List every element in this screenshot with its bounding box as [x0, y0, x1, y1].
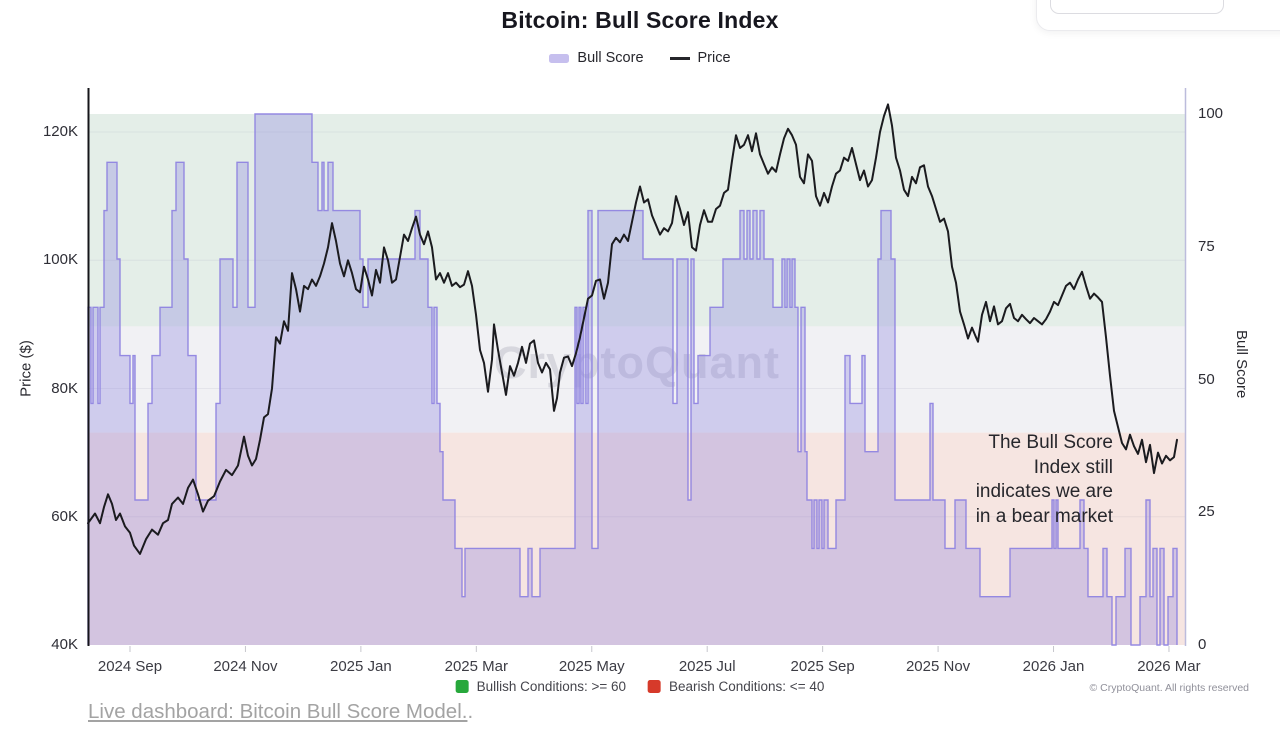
x-axis-tick-2025-Jul: 2025 Jul — [678, 658, 736, 675]
x-axis-tick-2024-Nov: 2024 Nov — [213, 658, 278, 675]
copyright-text: © CryptoQuant. All rights reserved — [1089, 682, 1249, 694]
bullish-square-icon — [455, 680, 469, 693]
bearish-square-icon — [647, 680, 661, 693]
annotation-text: The Bull Score Index still indicates we … — [975, 432, 1113, 527]
right-axis-title: Bull Score — [1233, 330, 1250, 399]
price-line — [87, 103, 1178, 555]
score-axis-tick-25: 25 — [1198, 503, 1215, 521]
score-axis-tick-0: 0 — [1198, 636, 1207, 653]
top-right-widget-card: Interest 1 of 1 — [1036, 0, 1280, 31]
legend-price-label: Price — [697, 50, 731, 66]
score-axis-tick-75: 75 — [1198, 237, 1215, 255]
legend-bull-score-label: Bull Score — [577, 50, 644, 66]
conditions-legend: Bullish Conditions: >= 60 Bearish Condit… — [455, 679, 825, 694]
cryptoquant-watermark: CryptoQuant — [494, 337, 780, 388]
x-axis-tick-2025-Nov: 2025 Nov — [905, 658, 971, 675]
x-axis-tick-2025-Mar: 2025 Mar — [444, 658, 508, 675]
link-suffix: . — [467, 700, 474, 723]
bullish-conditions-item: Bullish Conditions: >= 60 — [455, 679, 626, 694]
price-axis-tick-80K: 80K — [51, 379, 78, 397]
bearish-conditions-label: Bearish Conditions: <= 40 — [668, 679, 825, 694]
x-axis-tick-2026-Mar: 2026 Mar — [1137, 658, 1201, 675]
score-axis-tick-50: 50 — [1198, 370, 1215, 388]
price-swatch-icon — [669, 56, 690, 60]
live-dashboard-link-text[interactable]: Live dashboard: Bitcoin Bull Score Model… — [88, 700, 468, 723]
bull-score-area — [88, 114, 1177, 645]
price-axis-tick-100K: 100K — [42, 251, 78, 269]
live-dashboard-link[interactable]: Live dashboard: Bitcoin Bull Score Model… — [88, 700, 473, 724]
bull-score-edge — [87, 113, 1178, 646]
left-axis-title: Price ($) — [17, 340, 35, 397]
x-axis-tick-2025-May: 2025 May — [558, 658, 625, 675]
chart-legend: Bull Score Price — [0, 50, 1280, 66]
price-axis-tick-120K: 120K — [42, 123, 78, 140]
price-axis-tick-40K: 40K — [51, 636, 78, 653]
bullish-conditions-label: Bullish Conditions: >= 60 — [476, 679, 626, 694]
legend-item-price: Price — [669, 50, 731, 66]
chart-title: Bitcoin: Bull Score Index — [501, 7, 779, 33]
x-axis-tick-2024-Sep: 2024 Sep — [97, 658, 163, 675]
x-axis-tick-2025-Sep: 2025 Sep — [790, 658, 855, 675]
legend-item-bull-score: Bull Score — [549, 50, 644, 66]
price-axis-tick-60K: 60K — [51, 507, 78, 525]
score-axis-tick-100: 100 — [1198, 105, 1224, 122]
interest-dropdown[interactable]: Interest 1 of 1 — [1050, 0, 1224, 14]
bearish-conditions-item: Bearish Conditions: <= 40 — [647, 679, 825, 694]
bull-score-swatch-icon — [549, 53, 570, 63]
x-axis-tick-2025-Jan: 2025 Jan — [330, 658, 392, 675]
x-axis-tick-2026-Jan: 2026 Jan — [1022, 658, 1085, 675]
